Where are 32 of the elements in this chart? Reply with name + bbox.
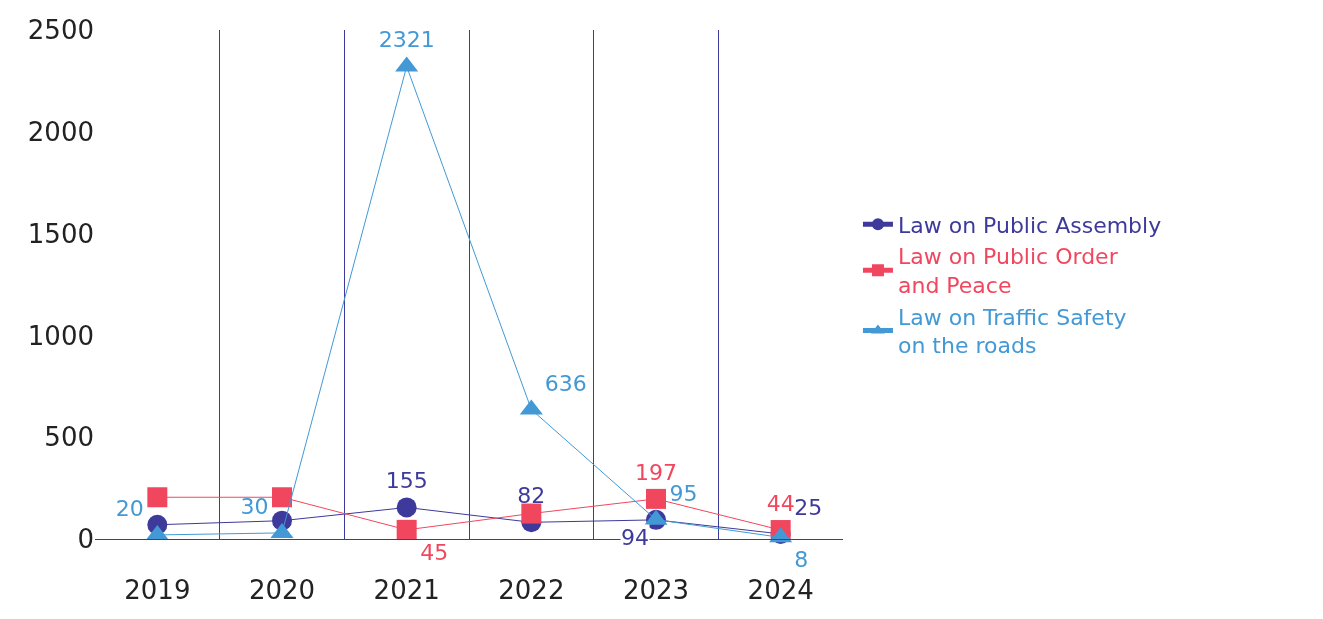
data-label: 8 (794, 547, 809, 573)
data-label: 25 (794, 494, 823, 520)
point (147, 487, 168, 508)
point (396, 497, 417, 518)
data-label: 2321 (378, 27, 435, 53)
data-label: 636 (544, 370, 587, 396)
legend-label: Law on Public Assembly (897, 212, 1162, 238)
data-label: 155 (385, 468, 428, 494)
data-label: 44 (766, 491, 795, 517)
y-tick-label: 2500 (27, 15, 94, 46)
x-tick-label: 2024 (747, 575, 814, 606)
point (272, 487, 292, 508)
x-tick-label: 2021 (373, 575, 440, 606)
data-label: 20 (115, 495, 144, 521)
point (646, 488, 666, 509)
x-tick-label: 2022 (498, 575, 565, 606)
y-tick-label: 1000 (27, 320, 94, 351)
x-tick-label: 2023 (622, 575, 690, 606)
y-tick-label: 2000 (27, 116, 94, 147)
x-tick-label: 2020 (248, 575, 316, 606)
legend-label: Law on Public Order and Peace (897, 244, 1119, 299)
y-tick-label: 1500 (27, 218, 94, 249)
y-tick-label: 0 (77, 524, 94, 555)
y-tick-label: 500 (44, 422, 94, 453)
data-label: 45 (420, 539, 449, 565)
data-label: 82 (517, 483, 546, 509)
legend-label: Law on Traffic Safety on the roads (897, 304, 1127, 359)
data-label: 30 (240, 493, 269, 519)
point (521, 503, 542, 524)
data-label: 94 (621, 525, 649, 550)
x-tick-label: 2019 (124, 575, 191, 606)
point (396, 519, 417, 540)
